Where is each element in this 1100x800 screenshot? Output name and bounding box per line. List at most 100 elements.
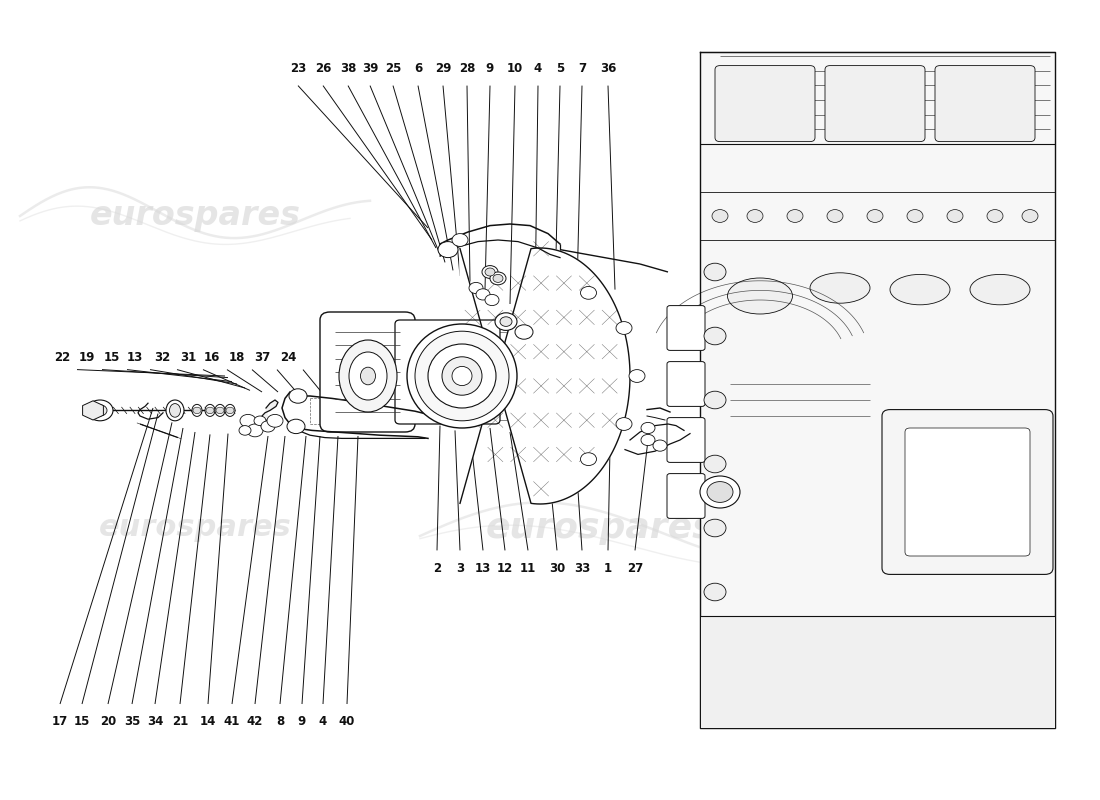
Circle shape <box>653 440 667 451</box>
Text: 42: 42 <box>246 715 263 728</box>
Circle shape <box>629 370 645 382</box>
Text: 18: 18 <box>229 351 245 364</box>
Circle shape <box>908 210 923 222</box>
Circle shape <box>581 453 596 466</box>
Text: 30: 30 <box>549 562 565 574</box>
Ellipse shape <box>226 405 235 416</box>
Ellipse shape <box>970 274 1030 305</box>
Text: 36: 36 <box>600 62 616 74</box>
Ellipse shape <box>339 340 397 412</box>
Text: 6: 6 <box>414 62 422 74</box>
Text: 9: 9 <box>486 62 494 74</box>
Text: 4: 4 <box>319 715 327 728</box>
Ellipse shape <box>890 274 950 305</box>
Circle shape <box>482 266 498 278</box>
Circle shape <box>747 210 763 222</box>
Text: 15: 15 <box>103 351 120 364</box>
FancyBboxPatch shape <box>667 418 705 462</box>
Circle shape <box>641 434 654 446</box>
FancyBboxPatch shape <box>667 474 705 518</box>
Circle shape <box>700 476 740 508</box>
Text: 27: 27 <box>627 562 644 574</box>
Circle shape <box>485 268 495 276</box>
Polygon shape <box>460 248 630 504</box>
Circle shape <box>495 313 517 330</box>
Text: 13: 13 <box>475 562 491 574</box>
Circle shape <box>452 234 468 246</box>
Text: 21: 21 <box>172 715 188 728</box>
Circle shape <box>87 400 113 421</box>
Text: 8: 8 <box>276 715 284 728</box>
Circle shape <box>987 210 1003 222</box>
Text: eurospares: eurospares <box>89 199 300 233</box>
Circle shape <box>239 426 251 435</box>
Text: 13: 13 <box>126 351 143 364</box>
Circle shape <box>438 242 458 258</box>
Circle shape <box>515 325 534 339</box>
Ellipse shape <box>428 344 496 408</box>
Text: 7: 7 <box>578 62 586 74</box>
FancyBboxPatch shape <box>700 616 1055 728</box>
Ellipse shape <box>192 405 202 416</box>
Text: 33: 33 <box>574 562 590 574</box>
Ellipse shape <box>407 324 517 428</box>
Circle shape <box>712 210 728 222</box>
Circle shape <box>216 407 224 414</box>
Text: 4: 4 <box>534 62 542 74</box>
Text: 40: 40 <box>339 715 355 728</box>
Text: 9: 9 <box>298 715 306 728</box>
Circle shape <box>1022 210 1038 222</box>
Ellipse shape <box>205 405 214 416</box>
Text: 23: 23 <box>290 62 306 74</box>
Circle shape <box>287 419 305 434</box>
Text: 37: 37 <box>254 351 271 364</box>
Circle shape <box>192 407 201 414</box>
Text: 3: 3 <box>455 562 464 574</box>
Text: 12: 12 <box>497 562 513 574</box>
Text: eurospares: eurospares <box>99 514 292 542</box>
FancyBboxPatch shape <box>825 66 925 142</box>
Circle shape <box>94 405 107 416</box>
Circle shape <box>261 421 275 432</box>
Circle shape <box>581 286 596 299</box>
Ellipse shape <box>361 367 375 385</box>
Circle shape <box>490 272 506 285</box>
Ellipse shape <box>452 366 472 386</box>
Circle shape <box>248 424 263 437</box>
Text: 38: 38 <box>340 62 356 74</box>
Text: 2: 2 <box>433 562 441 574</box>
Circle shape <box>827 210 843 222</box>
Circle shape <box>704 263 726 281</box>
FancyBboxPatch shape <box>320 312 415 432</box>
FancyBboxPatch shape <box>667 362 705 406</box>
Text: 1: 1 <box>604 562 612 574</box>
Circle shape <box>641 422 654 434</box>
Text: 39: 39 <box>362 62 378 74</box>
Circle shape <box>616 322 632 334</box>
FancyBboxPatch shape <box>667 306 705 350</box>
Text: 24: 24 <box>279 351 296 364</box>
Ellipse shape <box>415 331 509 421</box>
Polygon shape <box>262 400 278 421</box>
Ellipse shape <box>214 405 225 416</box>
Ellipse shape <box>166 400 184 421</box>
Circle shape <box>267 414 283 427</box>
Circle shape <box>240 414 256 427</box>
Text: 32: 32 <box>154 351 170 364</box>
Ellipse shape <box>727 278 792 314</box>
Circle shape <box>704 455 726 473</box>
Circle shape <box>786 210 803 222</box>
Circle shape <box>704 519 726 537</box>
Ellipse shape <box>169 403 180 418</box>
Text: 16: 16 <box>204 351 220 364</box>
FancyBboxPatch shape <box>715 66 815 142</box>
Circle shape <box>254 416 266 426</box>
Text: 15: 15 <box>74 715 90 728</box>
Circle shape <box>616 418 632 430</box>
Text: 17: 17 <box>52 715 68 728</box>
Ellipse shape <box>349 352 387 400</box>
Circle shape <box>704 583 726 601</box>
Text: 41: 41 <box>223 715 240 728</box>
FancyBboxPatch shape <box>882 410 1053 574</box>
Text: 31: 31 <box>180 351 196 364</box>
